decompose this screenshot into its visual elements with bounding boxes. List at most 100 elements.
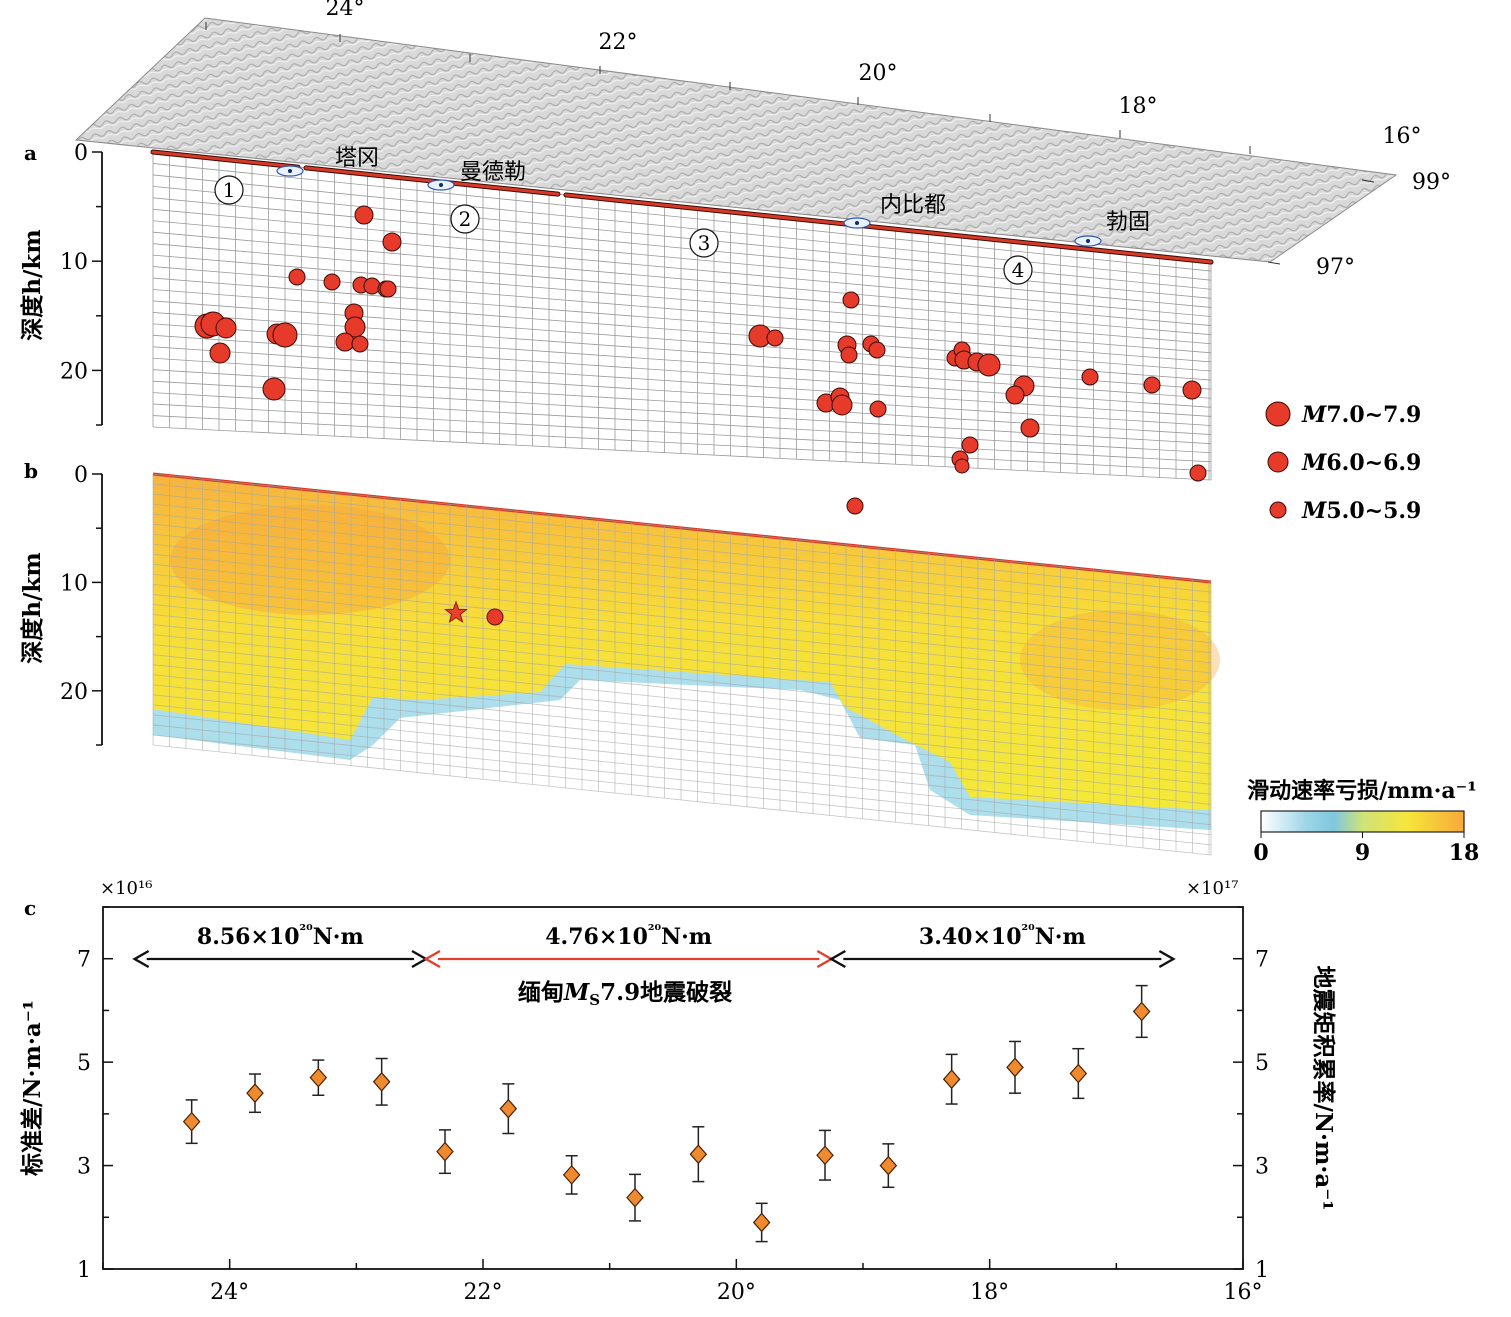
grid-row: [152, 674, 1212, 785]
data-point: [1006, 1057, 1024, 1078]
segment-circle: [214, 175, 244, 205]
segment-circle: [1003, 255, 1033, 285]
depth-axis-b: 0 10 20: [60, 463, 103, 746]
longitude-ticks: 24° 22° 20° 18° 16° 99° 97°: [205, 0, 1451, 280]
earthquake: [1189, 464, 1207, 482]
grid-row: [152, 694, 1212, 805]
slip-high: [1020, 610, 1220, 710]
grid-row: [152, 513, 1212, 623]
town-dot: [855, 221, 859, 225]
slip-coupled-region: [153, 474, 1211, 810]
depth-tick-label: 20: [60, 680, 88, 705]
town-dot: [288, 169, 292, 173]
earthquake: [382, 232, 402, 252]
y-tick-label: 3: [77, 1155, 91, 1180]
slip-panel-event: [486, 608, 504, 626]
panel-label-b: b: [24, 459, 38, 483]
latitude-ticks: [1267, 179, 1375, 265]
y-axis-label: 标准差/N·m·a⁻¹: [19, 1000, 46, 1176]
earthquakes: [194, 205, 1207, 515]
y-tick-label: 1: [77, 1258, 91, 1283]
grid-row: [152, 664, 1212, 775]
colorbar-tick-label: 18: [1449, 840, 1480, 866]
depth-tick-label: 10: [60, 571, 88, 596]
grid-row: [152, 266, 1212, 354]
grid-row: [152, 483, 1212, 593]
earthquake: [1005, 385, 1025, 405]
lat-tick-label: 99°: [1412, 170, 1451, 195]
grid-row: [152, 163, 1212, 272]
legend-symbol: [1269, 501, 1287, 519]
grid-row: [152, 584, 1212, 694]
grid-row: [152, 744, 1212, 856]
earthquake: [1020, 418, 1040, 438]
grid-row: [152, 473, 1212, 583]
data-point: [309, 1067, 328, 1088]
earthquake: [344, 316, 366, 338]
grid-row: [152, 403, 1212, 463]
grid-row: [152, 644, 1212, 755]
x-tick-label: 24°: [210, 1280, 249, 1305]
depth-tick-label: 20: [60, 359, 88, 384]
earthquake: [323, 273, 341, 291]
grid-row: [152, 734, 1212, 846]
fault-plane-grid-a: [152, 151, 1212, 481]
data-point: [182, 1111, 201, 1132]
earthquake: [868, 341, 886, 359]
earthquake: [363, 277, 381, 295]
grid-row: [152, 684, 1212, 795]
fault-segment: [564, 193, 848, 226]
legend-label: M5.0~5.9: [1301, 498, 1421, 524]
grid-row: [152, 220, 1212, 317]
grid-row: [152, 724, 1212, 836]
x-tick-label: 20°: [717, 1280, 756, 1305]
town-label: 曼德勒: [460, 160, 526, 185]
earthquake: [1081, 368, 1099, 386]
grid-row: [152, 493, 1212, 603]
earthquake: [831, 394, 853, 416]
y2-tick-label: 3: [1255, 1155, 1269, 1180]
slip-transition-band: [153, 662, 1211, 830]
colorbar-tick-label: 9: [1355, 840, 1370, 866]
earthquake: [1143, 376, 1161, 394]
earthquake: [351, 335, 369, 353]
grid-row: [152, 533, 1212, 644]
grid-row: [152, 277, 1212, 363]
x-tick-label: 18°: [970, 1280, 1009, 1305]
grid-row: [152, 503, 1212, 613]
moment-arrow-head: [828, 949, 846, 969]
earthquake: [954, 458, 970, 474]
grid-row: [152, 346, 1212, 417]
earthquake: [977, 353, 1001, 377]
moment-arrow-head: [1158, 949, 1176, 969]
earthquake: [209, 342, 231, 364]
data-point: [942, 1069, 961, 1090]
grid-row: [152, 185, 1212, 290]
ms79-hypocenter-star: [444, 600, 468, 624]
depth-tick-label: 0: [74, 141, 88, 166]
colorbar: [1260, 810, 1465, 833]
grid-row: [152, 553, 1212, 664]
earthquake: [1182, 380, 1202, 400]
lon-tick-label: 24°: [326, 0, 365, 21]
grid-row: [152, 357, 1212, 426]
earthquake: [335, 332, 355, 352]
magnitude-legend: M7.0~7.9 M6.0~6.9 M5.0~5.9: [1265, 401, 1421, 524]
topography-surface: [74, 17, 1398, 263]
town-dot: [1086, 239, 1090, 243]
earthquake: [379, 280, 397, 298]
town-label: 勃固: [1106, 210, 1150, 235]
depth-label-b: 深度h/km: [19, 552, 46, 663]
grid-row: [152, 704, 1212, 815]
grid-row: [152, 573, 1212, 684]
lat-tick-label: 97°: [1316, 255, 1355, 280]
plot-c-points: [182, 984, 1151, 1243]
colorbar-title: 滑动速率亏损/mm·a⁻¹: [1247, 778, 1477, 804]
town-label: 内比都: [880, 193, 946, 218]
segment-label: 2: [459, 207, 472, 231]
lon-tick-label: 18°: [1119, 94, 1158, 119]
grid-row: [152, 426, 1212, 481]
